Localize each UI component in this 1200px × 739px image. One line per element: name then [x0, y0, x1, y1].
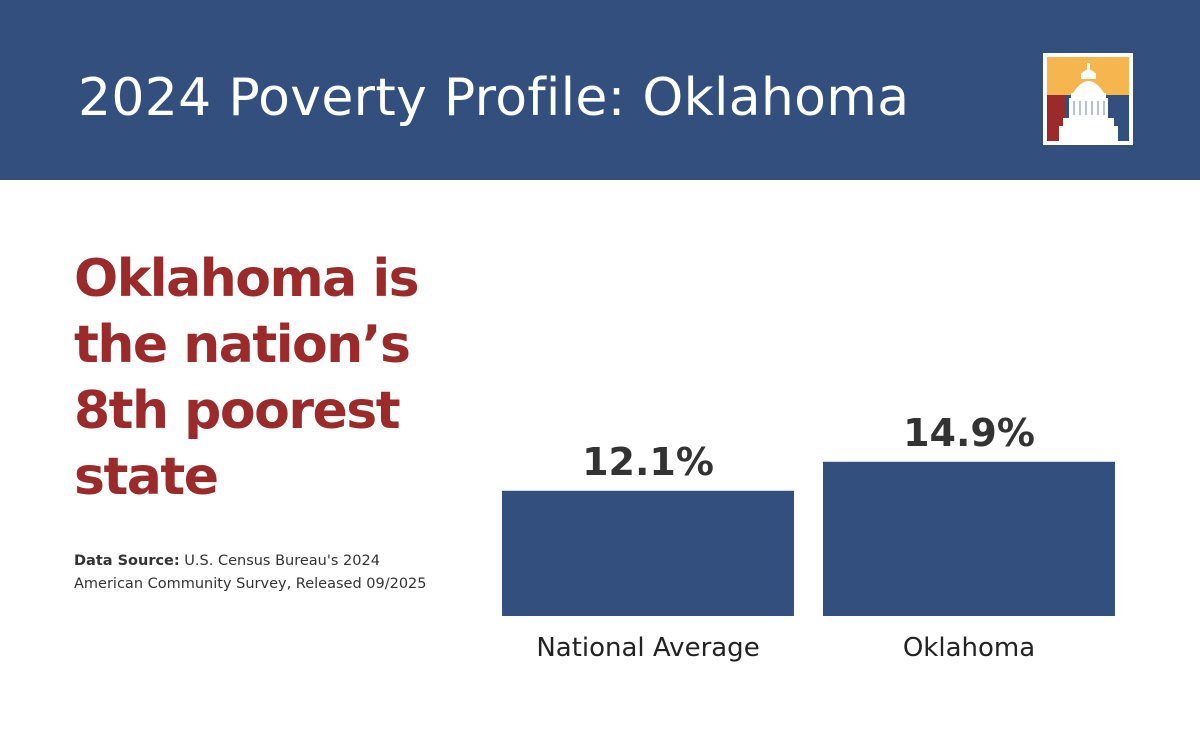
- category-label: National Average: [536, 633, 759, 663]
- header-banner: 2024 Poverty Profile: Oklahoma: [0, 0, 1200, 180]
- bar-national-average: [502, 490, 794, 616]
- headline-line: the nation’s: [74, 315, 411, 375]
- capitol-dome-icon: [1043, 53, 1133, 145]
- bar-value-label: 12.1%: [582, 440, 714, 484]
- page-title: 2024 Poverty Profile: Oklahoma: [78, 68, 910, 128]
- bar-oklahoma: [823, 461, 1115, 616]
- headline: Oklahoma is the nation’s 8th poorest sta…: [74, 246, 474, 510]
- category-label: Oklahoma: [903, 633, 1035, 663]
- bar-value-label: 14.9%: [903, 411, 1035, 455]
- headline-line: 8th poorest: [74, 381, 401, 441]
- data-source-note: Data Source: U.S. Census Bureau's 2024 A…: [74, 550, 434, 596]
- headline-line: Oklahoma is: [74, 249, 420, 309]
- data-source-text: U.S. Census Bureau's 2024 American Commu…: [74, 553, 427, 592]
- headline-line: state: [74, 447, 219, 507]
- data-source-label: Data Source:: [74, 553, 180, 569]
